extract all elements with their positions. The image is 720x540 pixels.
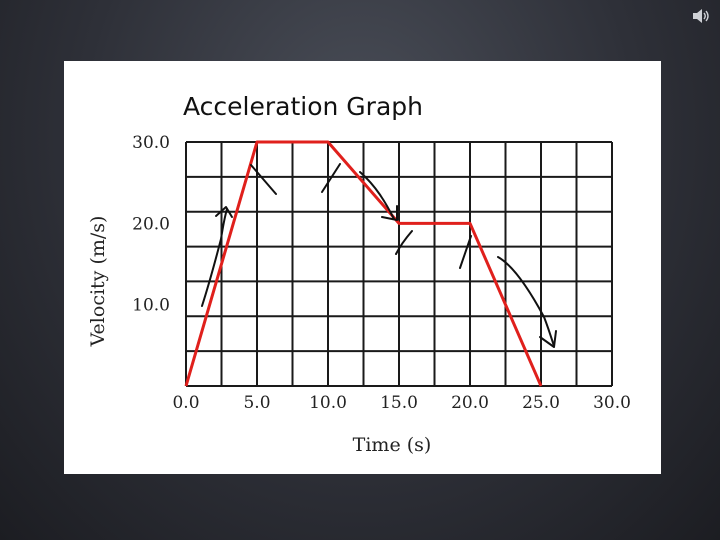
tick-labels: 0.0 5.0 10.0 15.0 20.0 25.0 30.0 10.0 20.0 30.0: [132, 133, 631, 413]
chart-card: Acceleration Graph 0.0 5.0 10.0 15.0 20.0 25.…: [64, 61, 661, 474]
y-axis-label: Velocity (m/s): [87, 216, 109, 348]
annotation-arrow-descent-2: [497, 256, 555, 347]
annotation-tick-plateau-end: [459, 235, 472, 269]
x-tick-label: 30.0: [593, 393, 631, 413]
series-layer: [184, 140, 543, 387]
y-tick-label: 30.0: [132, 133, 170, 153]
annotation-tick-peak-start: [250, 164, 277, 195]
x-tick-label: 15.0: [380, 393, 418, 413]
speaker-icon[interactable]: [692, 8, 710, 24]
annotation-arrow-rise: [201, 208, 228, 307]
annotation-tick-plateau-start: [395, 230, 413, 255]
annotation-arrow-head-descent-2: [539, 330, 557, 348]
series-line: [184, 140, 543, 387]
x-tick-label: 0.0: [172, 393, 199, 413]
x-tick-label: 5.0: [243, 393, 270, 413]
x-tick-label: 20.0: [451, 393, 489, 413]
annotation-arrow-head-descent-1: [381, 205, 398, 221]
chart-grid: [185, 141, 613, 387]
annotation-arrow-descent-1: [359, 171, 395, 220]
chart-title: Acceleration Graph: [183, 92, 423, 121]
acceleration-chart: Acceleration Graph 0.0 5.0 10.0 15.0 20.0 25.…: [87, 92, 631, 456]
x-tick-label: 10.0: [309, 393, 347, 413]
hand-drawn-annotations: [201, 163, 557, 348]
annotation-arrow-head-rise: [215, 206, 233, 218]
y-tick-label: 10.0: [132, 296, 170, 316]
y-tick-label: 20.0: [132, 214, 170, 234]
x-tick-label: 25.0: [522, 393, 560, 413]
x-axis-label: Time (s): [353, 434, 432, 456]
annotation-tick-peak-end: [321, 163, 341, 193]
